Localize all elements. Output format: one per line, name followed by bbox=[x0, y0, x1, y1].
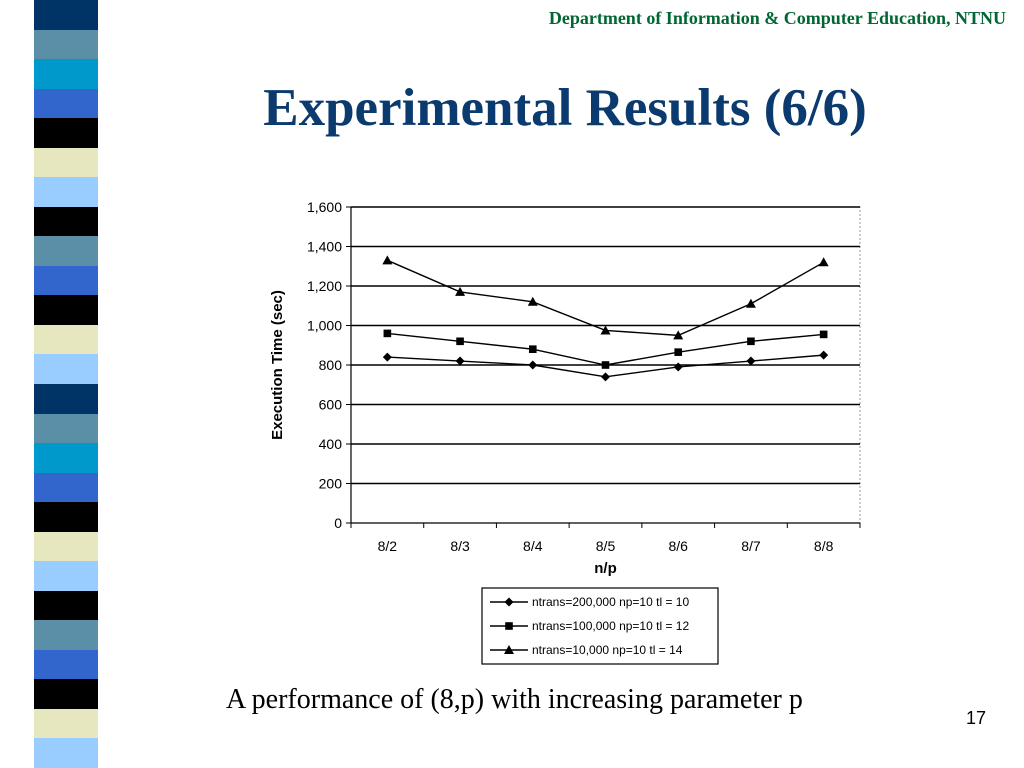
stripe-block bbox=[34, 295, 98, 326]
stripe-block bbox=[34, 649, 98, 680]
series-3-point bbox=[818, 257, 829, 267]
series-3-point bbox=[527, 296, 538, 306]
stripe-block bbox=[34, 738, 98, 768]
y-tick-label: 1,600 bbox=[307, 199, 342, 215]
stripe-block bbox=[34, 384, 98, 415]
series-2-point bbox=[747, 337, 755, 346]
stripe-block bbox=[34, 236, 98, 267]
x-tick-label: 8/3 bbox=[450, 538, 470, 554]
stripe-block bbox=[34, 502, 98, 533]
series-1-point bbox=[455, 356, 465, 366]
series-2-point bbox=[383, 329, 392, 338]
stripe-block bbox=[34, 0, 98, 31]
legend-marker bbox=[504, 645, 514, 654]
x-tick-label: 8/8 bbox=[814, 538, 834, 554]
y-tick-label: 800 bbox=[319, 357, 343, 373]
stripe-block bbox=[34, 265, 98, 296]
x-tick-label: 8/2 bbox=[378, 538, 398, 554]
x-tick-label: 8/7 bbox=[741, 538, 761, 554]
stripe-block bbox=[34, 590, 98, 621]
series-1-point bbox=[673, 362, 683, 372]
stripe-block bbox=[34, 679, 98, 710]
series-2-point bbox=[819, 330, 828, 339]
y-tick-label: 1,000 bbox=[307, 318, 342, 334]
slide-caption: A performance of (8,p) with increasing p… bbox=[226, 684, 803, 715]
y-tick-label: 200 bbox=[319, 476, 343, 492]
x-axis-label: n/p bbox=[594, 560, 617, 577]
slide-title: Experimental Results (6/6) bbox=[263, 79, 867, 137]
stripe-block bbox=[34, 88, 98, 119]
series-1-point bbox=[819, 350, 829, 360]
series-3-point bbox=[745, 298, 756, 308]
x-tick-label: 8/4 bbox=[523, 538, 543, 554]
page-number: 17 bbox=[966, 708, 987, 728]
series-1-point bbox=[528, 360, 538, 370]
y-axis-label: Execution Time (sec) bbox=[269, 290, 286, 440]
stripe-block bbox=[34, 620, 98, 651]
stripe-block bbox=[34, 561, 98, 592]
series-2-point bbox=[528, 345, 537, 353]
y-tick-label: 600 bbox=[319, 397, 343, 413]
stripe-block bbox=[34, 324, 98, 355]
stripe-block bbox=[34, 413, 98, 444]
y-tick-label: 1,400 bbox=[307, 239, 342, 255]
legend-entry-3: ntrans=10,000 np=10 tl = 14 bbox=[532, 643, 683, 657]
decorative-stripe bbox=[34, 0, 98, 768]
series-1-point bbox=[382, 352, 392, 362]
x-tick-label: 8/6 bbox=[668, 538, 688, 554]
series-3-point bbox=[673, 330, 684, 340]
legend-marker bbox=[505, 622, 513, 630]
y-tick-label: 0 bbox=[334, 515, 342, 531]
chart-svg: 0 200 400 600 800 1,000 1,200 1,400 1,600 8/2 8/3 8… bbox=[269, 199, 861, 665]
series-1-point bbox=[746, 356, 756, 366]
stripe-block bbox=[34, 206, 98, 237]
stripe-block bbox=[34, 147, 98, 178]
x-tick-label: 8/5 bbox=[596, 538, 616, 554]
stripe-block bbox=[34, 531, 98, 562]
series-2-point bbox=[601, 361, 610, 369]
y-tick-label: 1,200 bbox=[307, 278, 342, 294]
stripe-block bbox=[34, 472, 98, 503]
stripe-block bbox=[34, 443, 98, 474]
legend-marker bbox=[504, 597, 514, 607]
y-tick-label: 400 bbox=[319, 436, 343, 452]
stripe-block bbox=[34, 118, 98, 149]
stripe-block bbox=[34, 29, 98, 60]
stripe-block bbox=[34, 59, 98, 90]
stripe-block bbox=[34, 708, 98, 739]
legend-entry-2: ntrans=100,000 np=10 tl = 12 bbox=[532, 619, 689, 633]
stripe-block bbox=[34, 177, 98, 208]
series-2-point bbox=[674, 348, 683, 356]
legend-entry-1: ntrans=200,000 np=10 tl = 10 bbox=[532, 595, 689, 609]
line-chart: 0 200 400 600 800 1,000 1,200 1,400 1,600 8/2 8/3 8… bbox=[258, 190, 878, 670]
series-3-point bbox=[455, 286, 466, 296]
series-3-point bbox=[382, 255, 393, 265]
slide-header: Department of Information & Computer Edu… bbox=[548, 8, 1006, 28]
series-3-point bbox=[600, 325, 611, 335]
series-2-point bbox=[456, 337, 464, 346]
series-1-point bbox=[601, 372, 610, 382]
stripe-block bbox=[34, 354, 98, 385]
